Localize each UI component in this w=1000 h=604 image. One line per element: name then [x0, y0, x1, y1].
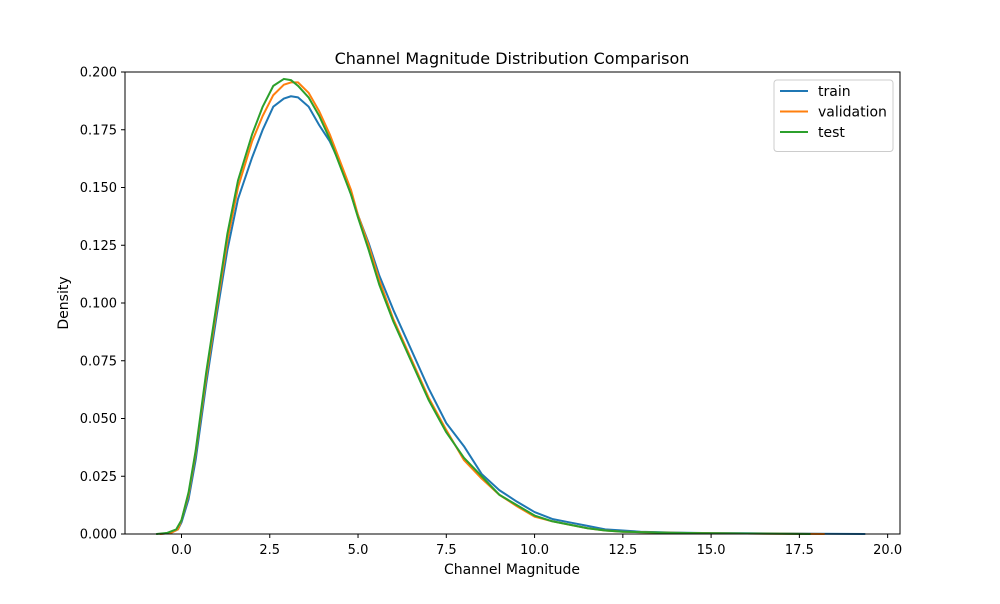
legend-box	[773, 79, 894, 152]
legend-label-test: test	[818, 125, 845, 141]
legend: train validation test	[773, 79, 894, 152]
y-tick-label: 0.050	[80, 412, 117, 427]
x-tick-label: 15.0	[697, 543, 726, 558]
series-line-test	[155, 77, 811, 535]
x-tick-label: 17.5	[785, 543, 814, 558]
y-tick-label: 0.175	[80, 123, 117, 138]
y-tick-label: 0.075	[80, 354, 117, 369]
y-tick-label: 0.150	[80, 181, 117, 196]
legend-label-validation: validation	[818, 105, 887, 121]
x-tick-label: 5.0	[348, 543, 369, 558]
y-axis: 0.000 0.025 0.050 0.075 0.100 0.125 0.150 0.175…	[80, 66, 125, 543]
plot-frame	[124, 71, 901, 535]
y-tick-label: 0.125	[80, 239, 117, 254]
x-axis-label: Channel Magnitude	[444, 562, 580, 578]
y-tick-label: 0.100	[80, 297, 117, 312]
legend-label-train: train	[818, 84, 851, 100]
x-tick-label: 10.0	[520, 543, 549, 558]
x-tick-label: 7.5	[436, 543, 457, 558]
series-line-validation	[159, 81, 826, 535]
y-tick-label: 0.200	[80, 66, 117, 81]
series-layer	[155, 77, 866, 535]
chart-title: Channel Magnitude Distribution Compariso…	[335, 49, 690, 68]
x-tick-label: 12.5	[608, 543, 637, 558]
x-tick-label: 2.5	[259, 543, 280, 558]
x-axis: 0.0 2.5 5.0 7.5 10.0 12.5 15.0 17.5 20.0	[171, 534, 902, 558]
x-tick-label: 0.0	[171, 543, 192, 558]
series-line-train	[159, 95, 866, 535]
x-tick-label: 20.0	[873, 543, 902, 558]
y-tick-label: 0.025	[80, 470, 117, 485]
y-tick-label: 0.000	[80, 528, 117, 543]
y-axis-label: Density	[56, 276, 72, 329]
